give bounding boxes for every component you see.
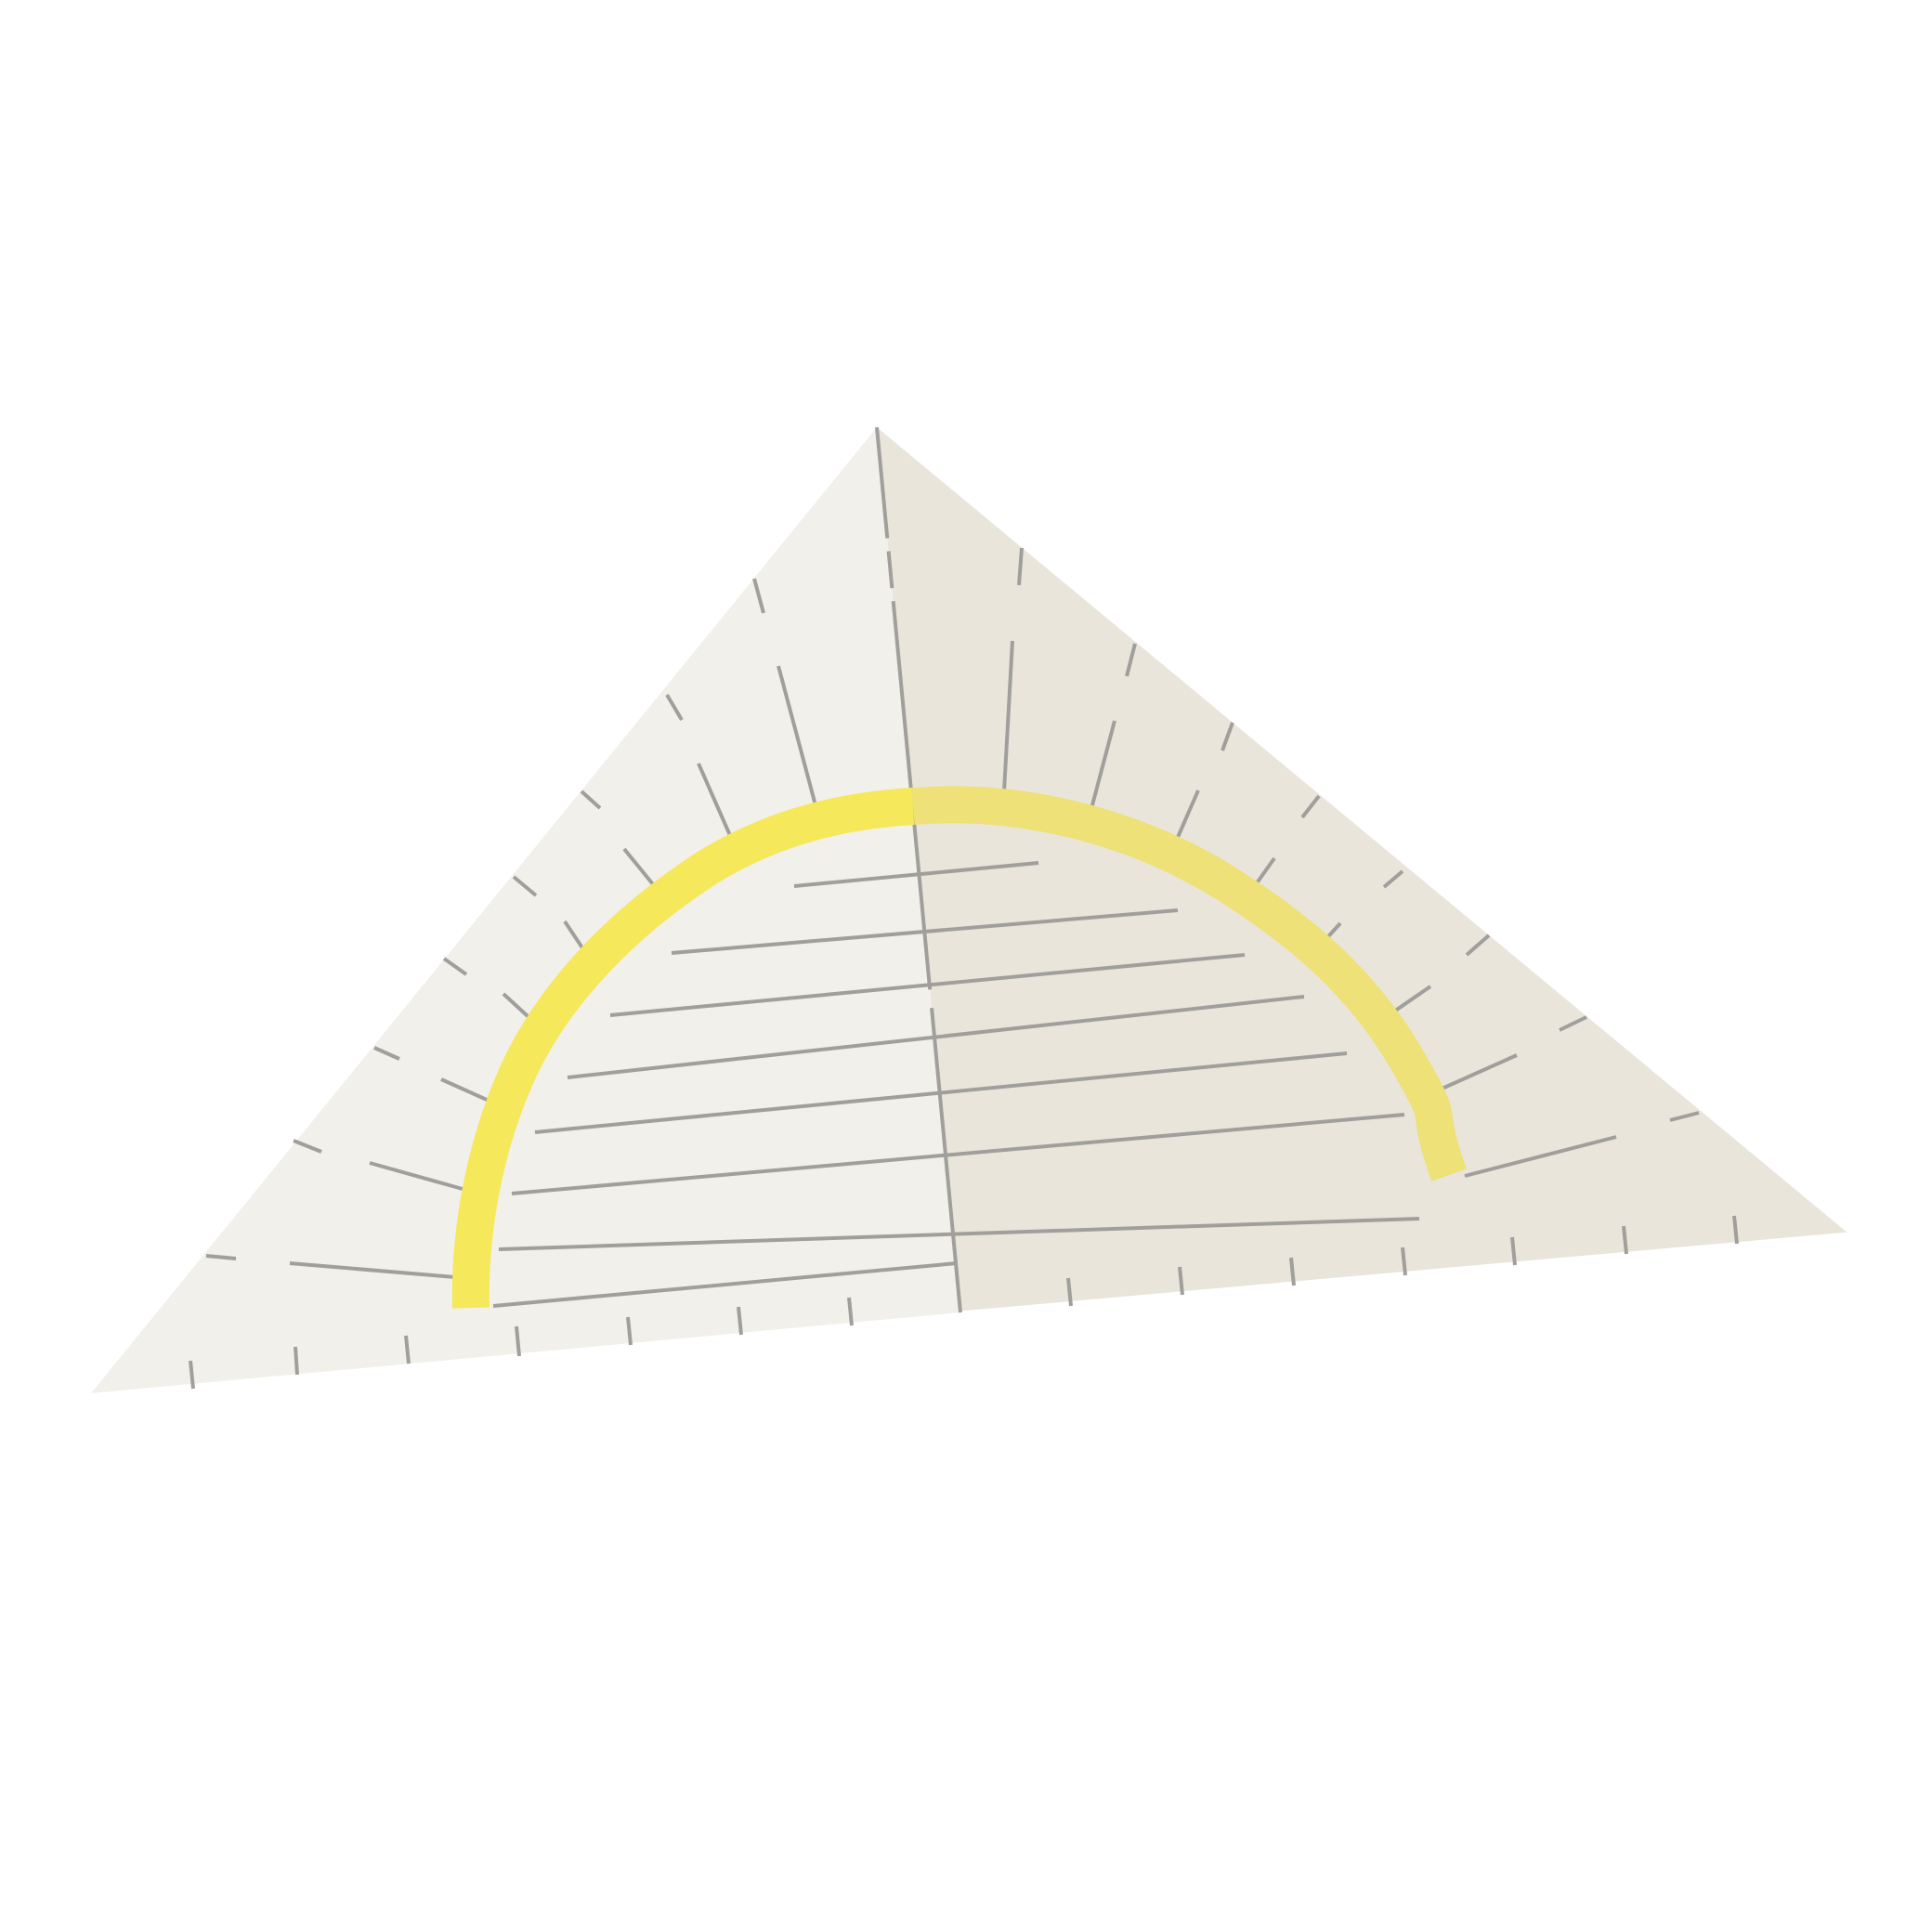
protractor-arc-left-half [451, 788, 915, 1309]
right-angle-tick [1465, 933, 1491, 957]
bottom-scale-tick [1178, 1266, 1184, 1296]
right-angle-tick [1017, 547, 1024, 586]
bottom-scale-tick [515, 1325, 521, 1357]
right-angle-tick [1464, 1135, 1617, 1178]
bottom-scale-tick [626, 1316, 633, 1346]
right-angle-tick [1382, 869, 1404, 889]
guide-line [492, 1261, 958, 1308]
left-angle-tick [289, 1261, 456, 1279]
left-angle-tick [777, 665, 821, 820]
bottom-scale-tick [847, 1297, 854, 1326]
bottom-scale-tick [1066, 1277, 1073, 1307]
protractor-tick-marks [189, 547, 1739, 1390]
right-angle-tick [1559, 1015, 1587, 1032]
right-angle-tick [1669, 1111, 1700, 1122]
center-axis-line [875, 426, 962, 1313]
bottom-scale-tick [1289, 1257, 1296, 1286]
left-angle-tick [665, 693, 684, 722]
set-square-right-face [877, 427, 1848, 1312]
right-angle-tick [1001, 640, 1014, 809]
right-angle-tick [1300, 794, 1321, 819]
set-square-left-face [91, 427, 960, 1393]
bottom-scale-tick [1622, 1225, 1628, 1255]
left-angle-tick [373, 1046, 400, 1061]
left-angle-tick [580, 790, 602, 810]
bottom-scale-tick [1401, 1247, 1407, 1276]
guide-line [609, 953, 1246, 1017]
guide-line [793, 861, 1039, 888]
left-angle-tick [293, 1139, 322, 1154]
guide-line [511, 1113, 1405, 1195]
protractor-arc-right-half [911, 786, 1467, 1181]
right-angle-tick [1221, 722, 1234, 751]
left-angle-tick [442, 957, 468, 976]
bottom-scale-tick [1510, 1236, 1517, 1266]
left-angle-tick [369, 1161, 470, 1193]
bottom-scale-tick [1732, 1215, 1739, 1245]
right-angle-tick [1125, 643, 1137, 677]
bottom-scale-tick [294, 1346, 299, 1376]
right-angle-tick [1087, 720, 1116, 820]
left-angle-tick [205, 1254, 237, 1260]
left-angle-tick [752, 578, 765, 614]
guide-line [498, 1217, 1420, 1251]
left-angle-tick [512, 875, 538, 897]
bottom-scale-tick [737, 1306, 743, 1336]
bottom-scale-tick [189, 1360, 195, 1390]
left-angle-tick [440, 1077, 496, 1105]
bottom-scale-tick [404, 1335, 411, 1364]
